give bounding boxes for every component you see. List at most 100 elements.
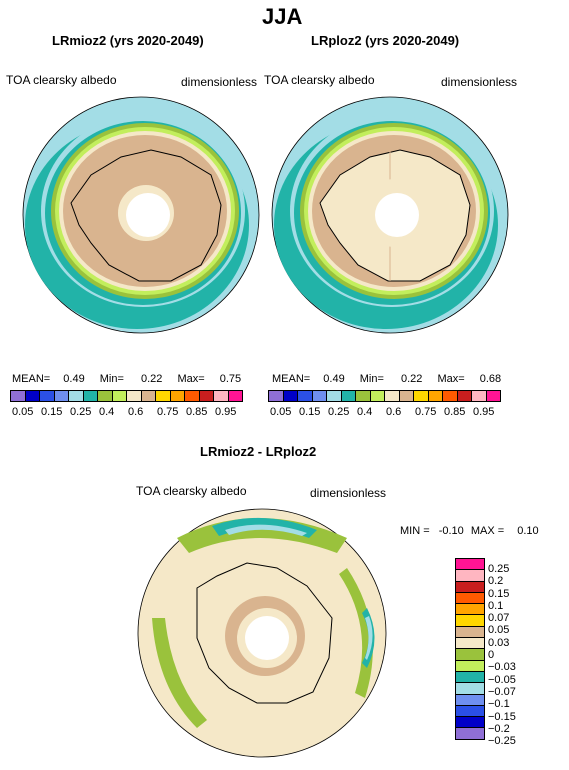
colorbar-swatch <box>456 390 472 402</box>
left-min-value: 0.22 <box>140 373 163 385</box>
colorbar-swatch <box>355 390 371 402</box>
right-min-value: 0.22 <box>400 373 423 385</box>
diff-colorbar-tick-label: −0.25 <box>488 735 516 748</box>
left-colorbar <box>10 390 243 402</box>
colorbar-tick-label: 0.95 <box>215 406 237 418</box>
colorbar-swatch <box>340 390 356 402</box>
diff-max-value: 0.10 <box>517 525 539 537</box>
diff-colorbar-tick-label: 0.25 <box>488 563 510 575</box>
colorbar-tick-label: 0.4 <box>99 406 115 418</box>
diff-colorbar-tick-label: 0.03 <box>488 636 510 649</box>
diff-colorbar-tick-label: −0.07 <box>488 685 516 698</box>
left-stats: MEAN= 0.49 Min= 0.22 Max= 0.75 <box>12 373 262 385</box>
colorbar-swatch <box>369 390 385 402</box>
diff-stats: MIN = -0.10 MAX = 0.10 <box>400 525 539 537</box>
colorbar-tick-label: 0.05 <box>270 406 292 418</box>
diff-colorbar <box>455 558 485 740</box>
left-panel-title: LRmioz2 (yrs 2020-2049) <box>52 33 204 48</box>
colorbar-tick-label: 0.6 <box>386 406 402 418</box>
diff-colorbar-tick-label: 0 <box>488 649 495 662</box>
colorbar-tick-label: 0.15 <box>41 406 63 418</box>
diff-colorbar-tick-label: 0.15 <box>488 587 510 600</box>
diff-polar-map <box>137 508 387 758</box>
colorbar-swatch <box>485 390 501 402</box>
colorbar-tick-label: 0.05 <box>12 406 34 418</box>
diff-panel-title: LRmioz2 - LRploz2 <box>200 444 317 459</box>
diff-min-label: MIN = <box>400 525 430 537</box>
colorbar-tick-label: 0.25 <box>328 406 350 418</box>
diff-colorbar-tick-label: −0.05 <box>488 673 516 686</box>
left-min-label: Min= <box>99 373 124 385</box>
right-polar-map <box>271 96 509 334</box>
right-max-value: 0.68 <box>479 373 502 385</box>
right-colorbar <box>268 390 501 402</box>
diff-colorbar-swatch <box>455 727 485 740</box>
colorbar-tick-label: 0.85 <box>444 406 466 418</box>
diff-colorbar-labels: 0.25 0.2 0.15 0.1 0.07 0.05 0.03 0 −0.03 −0.05 −0.… <box>488 563 516 747</box>
diff-max-label: MAX = <box>470 525 505 537</box>
colorbar-swatch <box>471 390 487 402</box>
colorbar-tick-label: 0.75 <box>157 406 179 418</box>
right-units-label: dimensionless <box>441 75 518 89</box>
colorbar-swatch <box>413 390 429 402</box>
season-title: JJA <box>262 4 303 29</box>
left-units-label: dimensionless <box>181 75 258 89</box>
colorbar-swatch <box>297 390 313 402</box>
colorbar-swatch <box>326 390 342 402</box>
left-variable-label: TOA clearsky albedo <box>6 73 117 87</box>
left-max-value: 0.75 <box>219 373 242 385</box>
colorbar-swatch <box>213 390 229 402</box>
colorbar-swatch <box>398 390 414 402</box>
diff-units-label: dimensionless <box>310 486 387 500</box>
colorbar-swatch <box>184 390 200 402</box>
left-mean-label: MEAN= <box>12 373 51 385</box>
colorbar-swatch <box>169 390 185 402</box>
colorbar-swatch <box>198 390 214 402</box>
right-stats: MEAN= 0.49 Min= 0.22 Max= 0.68 <box>272 373 522 385</box>
diff-colorbar-tick-label: 0.05 <box>488 624 510 637</box>
colorbar-swatch <box>10 390 26 402</box>
right-min-label: Min= <box>359 373 384 385</box>
colorbar-swatch <box>227 390 243 402</box>
colorbar-tick-label: 0.95 <box>473 406 495 418</box>
left-polar-map <box>22 96 260 334</box>
colorbar-swatch <box>82 390 98 402</box>
colorbar-swatch <box>68 390 84 402</box>
diff-variable-label: TOA clearsky albedo <box>136 484 247 498</box>
diff-colorbar-tick-label: −0.2 <box>488 722 510 735</box>
colorbar-swatch <box>442 390 458 402</box>
right-panel-title: LRploz2 (yrs 2020-2049) <box>311 33 460 48</box>
colorbar-swatch <box>268 390 284 402</box>
right-mean-value: 0.49 <box>323 373 345 385</box>
colorbar-tick-label: 0.6 <box>128 406 144 418</box>
diff-colorbar-tick-label: −0.03 <box>488 661 516 674</box>
colorbar-tick-label: 0.75 <box>415 406 437 418</box>
colorbar-swatch <box>97 390 113 402</box>
colorbar-swatch <box>282 390 298 402</box>
right-max-label: Max= <box>437 373 465 385</box>
colorbar-swatch <box>24 390 40 402</box>
diff-min-value: -0.10 <box>438 525 464 537</box>
colorbar-swatch <box>126 390 142 402</box>
diff-colorbar-tick-label: −0.15 <box>488 710 516 723</box>
colorbar-swatch <box>311 390 327 402</box>
diff-colorbar-tick-label: 0.1 <box>488 599 504 612</box>
colorbar-swatch <box>111 390 127 402</box>
colorbar-tick-label: 0.85 <box>186 406 208 418</box>
diff-colorbar-tick-label: 0.07 <box>488 612 510 625</box>
colorbar-swatch <box>39 390 55 402</box>
left-mean-value: 0.49 <box>63 373 85 385</box>
colorbar-tick-label: 0.15 <box>299 406 321 418</box>
colorbar-swatch <box>155 390 171 402</box>
colorbar-tick-label: 0.4 <box>357 406 373 418</box>
colorbar-swatch <box>427 390 443 402</box>
left-max-label: Max= <box>177 373 205 385</box>
right-mean-label: MEAN= <box>272 373 311 385</box>
colorbar-swatch <box>53 390 69 402</box>
colorbar-swatch <box>140 390 156 402</box>
colorbar-tick-label: 0.25 <box>70 406 92 418</box>
diff-colorbar-tick-label: 0.2 <box>488 575 504 588</box>
diff-colorbar-tick-label: −0.1 <box>488 698 510 711</box>
right-variable-label: TOA clearsky albedo <box>264 73 375 87</box>
colorbar-swatch <box>384 390 400 402</box>
